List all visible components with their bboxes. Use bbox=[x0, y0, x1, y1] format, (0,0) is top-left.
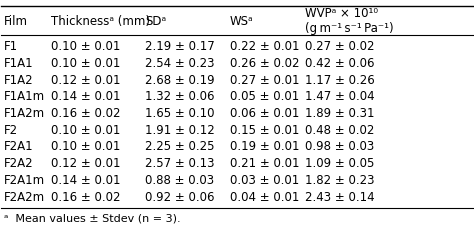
Text: 2.57 ± 0.13: 2.57 ± 0.13 bbox=[145, 157, 215, 170]
Text: 0.42 ± 0.06: 0.42 ± 0.06 bbox=[305, 57, 375, 70]
Text: F1A1: F1A1 bbox=[4, 57, 33, 70]
Text: 0.15 ± 0.01: 0.15 ± 0.01 bbox=[230, 124, 299, 137]
Text: 1.65 ± 0.10: 1.65 ± 0.10 bbox=[145, 107, 215, 120]
Text: 0.05 ± 0.01: 0.05 ± 0.01 bbox=[230, 90, 299, 103]
Text: 0.10 ± 0.01: 0.10 ± 0.01 bbox=[51, 124, 120, 137]
Text: WVPᵃ × 10¹⁰
(g m⁻¹ s⁻¹ Pa⁻¹): WVPᵃ × 10¹⁰ (g m⁻¹ s⁻¹ Pa⁻¹) bbox=[305, 7, 394, 35]
Text: 1.47 ± 0.04: 1.47 ± 0.04 bbox=[305, 90, 375, 103]
Text: 0.04 ± 0.01: 0.04 ± 0.01 bbox=[230, 191, 299, 204]
Text: SDᵃ: SDᵃ bbox=[145, 15, 166, 28]
Text: F1A2m: F1A2m bbox=[4, 107, 45, 120]
Text: 0.22 ± 0.01: 0.22 ± 0.01 bbox=[230, 40, 300, 53]
Text: 0.19 ± 0.01: 0.19 ± 0.01 bbox=[230, 141, 300, 153]
Text: F2A1m: F2A1m bbox=[4, 174, 45, 187]
Text: 1.91 ± 0.12: 1.91 ± 0.12 bbox=[145, 124, 215, 137]
Text: 1.17 ± 0.26: 1.17 ± 0.26 bbox=[305, 74, 375, 87]
Text: 0.27 ± 0.02: 0.27 ± 0.02 bbox=[305, 40, 375, 53]
Text: 1.89 ± 0.31: 1.89 ± 0.31 bbox=[305, 107, 375, 120]
Text: 0.10 ± 0.01: 0.10 ± 0.01 bbox=[51, 57, 120, 70]
Text: F1: F1 bbox=[4, 40, 18, 53]
Text: 2.68 ± 0.19: 2.68 ± 0.19 bbox=[145, 74, 215, 87]
Text: F2A1: F2A1 bbox=[4, 141, 33, 153]
Text: F2: F2 bbox=[4, 124, 18, 137]
Text: 0.12 ± 0.01: 0.12 ± 0.01 bbox=[51, 157, 120, 170]
Text: 1.09 ± 0.05: 1.09 ± 0.05 bbox=[305, 157, 375, 170]
Text: 0.27 ± 0.01: 0.27 ± 0.01 bbox=[230, 74, 300, 87]
Text: 2.19 ± 0.17: 2.19 ± 0.17 bbox=[145, 40, 215, 53]
Text: WSᵃ: WSᵃ bbox=[230, 15, 254, 28]
Text: 0.26 ± 0.02: 0.26 ± 0.02 bbox=[230, 57, 300, 70]
Text: 0.06 ± 0.01: 0.06 ± 0.01 bbox=[230, 107, 299, 120]
Text: ᵃ  Mean values ± Stdev (n = 3).: ᵃ Mean values ± Stdev (n = 3). bbox=[4, 214, 181, 223]
Text: 2.25 ± 0.25: 2.25 ± 0.25 bbox=[145, 141, 215, 153]
Text: Film: Film bbox=[4, 15, 28, 28]
Text: 0.92 ± 0.06: 0.92 ± 0.06 bbox=[145, 191, 215, 204]
Text: F1A2: F1A2 bbox=[4, 74, 33, 87]
Text: 0.16 ± 0.02: 0.16 ± 0.02 bbox=[51, 191, 120, 204]
Text: Thicknessᵃ (mm): Thicknessᵃ (mm) bbox=[51, 15, 150, 28]
Text: 0.88 ± 0.03: 0.88 ± 0.03 bbox=[145, 174, 214, 187]
Text: F2A2m: F2A2m bbox=[4, 191, 45, 204]
Text: 0.10 ± 0.01: 0.10 ± 0.01 bbox=[51, 141, 120, 153]
Text: F1A1m: F1A1m bbox=[4, 90, 45, 103]
Text: 2.54 ± 0.23: 2.54 ± 0.23 bbox=[145, 57, 215, 70]
Text: 0.21 ± 0.01: 0.21 ± 0.01 bbox=[230, 157, 300, 170]
Text: 1.32 ± 0.06: 1.32 ± 0.06 bbox=[145, 90, 215, 103]
Text: 2.43 ± 0.14: 2.43 ± 0.14 bbox=[305, 191, 375, 204]
Text: 0.48 ± 0.02: 0.48 ± 0.02 bbox=[305, 124, 375, 137]
Text: 0.03 ± 0.01: 0.03 ± 0.01 bbox=[230, 174, 299, 187]
Text: 0.10 ± 0.01: 0.10 ± 0.01 bbox=[51, 40, 120, 53]
Text: 0.14 ± 0.01: 0.14 ± 0.01 bbox=[51, 90, 120, 103]
Text: 1.82 ± 0.23: 1.82 ± 0.23 bbox=[305, 174, 375, 187]
Text: 0.12 ± 0.01: 0.12 ± 0.01 bbox=[51, 74, 120, 87]
Text: 0.14 ± 0.01: 0.14 ± 0.01 bbox=[51, 174, 120, 187]
Text: 0.16 ± 0.02: 0.16 ± 0.02 bbox=[51, 107, 120, 120]
Text: F2A2: F2A2 bbox=[4, 157, 33, 170]
Text: 0.98 ± 0.03: 0.98 ± 0.03 bbox=[305, 141, 374, 153]
